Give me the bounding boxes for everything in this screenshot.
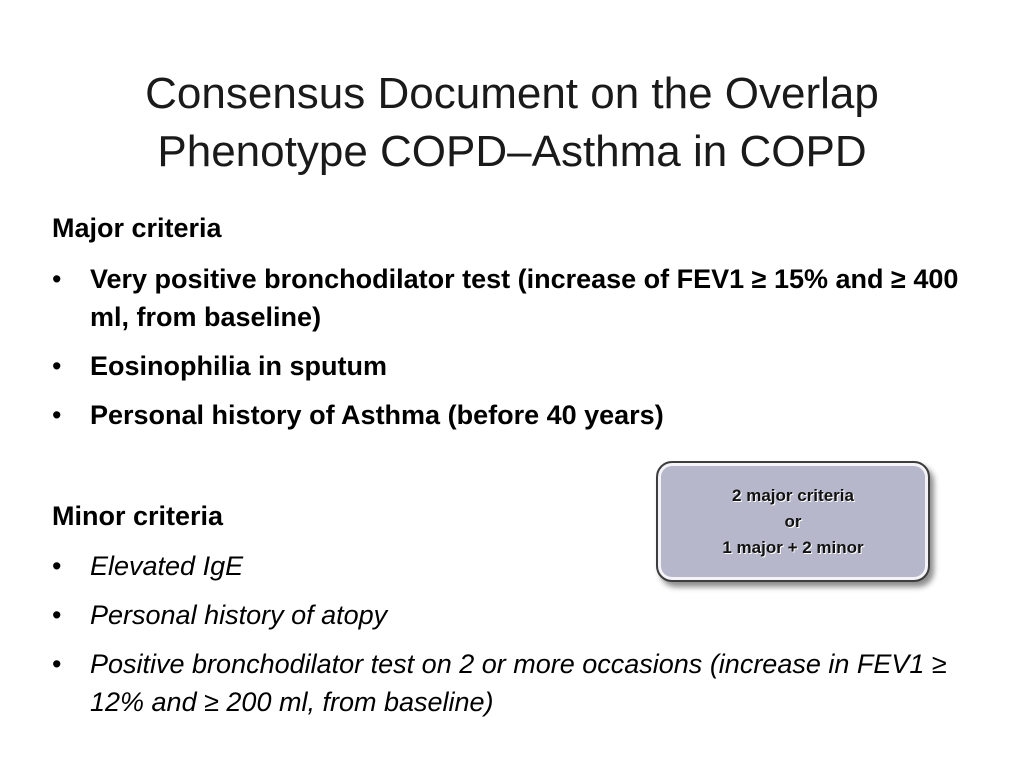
major-criteria-item: • Eosinophilia in sputum <box>52 347 982 385</box>
slide-title: Consensus Document on the Overlap Phenot… <box>145 69 879 177</box>
bullet-icon: • <box>52 351 62 381</box>
minor-criteria-text: Elevated IgE <box>90 551 244 581</box>
minor-criteria-text: Personal history of atopy <box>90 600 388 630</box>
diagnosis-rule-box: 2 major criteria or 1 major + 2 minor <box>656 461 930 582</box>
rule-line-major: 2 major criteria <box>732 485 854 505</box>
minor-criteria-list: • Elevated IgE • Personal history of ato… <box>52 547 982 732</box>
bullet-icon: • <box>52 600 62 630</box>
minor-criteria-heading: Minor criteria <box>52 501 224 531</box>
minor-criteria-item: • Positive bronchodilator test on 2 or m… <box>52 645 982 721</box>
major-criteria-item: • Very positive bronchodilator test (inc… <box>52 260 982 336</box>
bullet-icon: • <box>52 400 62 430</box>
major-criteria-item: • Personal history of Asthma (before 40 … <box>52 396 982 434</box>
major-criteria-text: Eosinophilia in sputum <box>90 351 387 381</box>
bullet-icon: • <box>52 649 62 679</box>
bullet-icon: • <box>52 264 62 294</box>
major-criteria-heading: Major criteria <box>52 213 222 243</box>
major-criteria-text: Personal history of Asthma (before 40 ye… <box>90 400 664 430</box>
major-criteria-text: Very positive bronchodilator test (incre… <box>90 264 959 332</box>
minor-criteria-text: Positive bronchodilator test on 2 or mor… <box>90 649 947 717</box>
major-criteria-list: • Very positive bronchodilator test (inc… <box>52 260 982 445</box>
bullet-icon: • <box>52 551 62 581</box>
minor-criteria-item: • Personal history of atopy <box>52 596 982 634</box>
minor-criteria-item: • Elevated IgE <box>52 547 982 585</box>
rule-line-combined: 1 major + 2 minor <box>722 537 864 557</box>
rule-line-or: or <box>784 511 802 531</box>
